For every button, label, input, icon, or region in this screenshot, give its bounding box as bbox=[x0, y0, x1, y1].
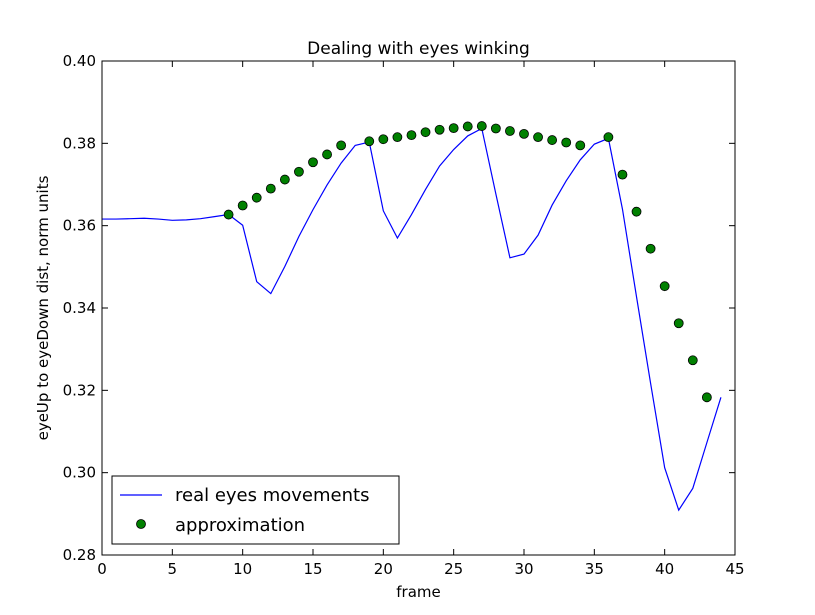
y-tick-label: 0.34 bbox=[63, 299, 96, 317]
data-point-approximation bbox=[645, 243, 656, 254]
series-line-real-eyes bbox=[102, 127, 722, 512]
data-point-approximation bbox=[476, 121, 487, 131]
data-point-approximation bbox=[294, 166, 304, 177]
data-point-approximation bbox=[505, 126, 515, 136]
data-point-approximation bbox=[392, 132, 403, 143]
legend-marker-sample bbox=[136, 519, 146, 529]
data-point-approximation bbox=[322, 149, 332, 160]
data-point-approximation bbox=[659, 281, 670, 292]
y-tick-label: 0.30 bbox=[63, 464, 96, 482]
data-point-approximation bbox=[448, 123, 459, 134]
y-tick-label: 0.28 bbox=[63, 546, 96, 564]
y-tick-label: 0.36 bbox=[63, 217, 96, 235]
legend: real eyes movements approximation bbox=[111, 475, 400, 545]
data-point-approximation bbox=[265, 183, 276, 194]
chart-title: Dealing with eyes winking bbox=[307, 39, 530, 59]
data-point-approximation bbox=[701, 392, 712, 403]
data-point-approximation bbox=[223, 209, 234, 220]
x-tick-label: 45 bbox=[725, 560, 744, 578]
data-point-approximation bbox=[251, 192, 262, 203]
data-point-approximation bbox=[364, 136, 375, 147]
data-point-approximation bbox=[336, 140, 347, 151]
x-tick-label: 0 bbox=[97, 560, 107, 578]
data-point-approximation bbox=[308, 157, 318, 168]
data-point-approximation bbox=[617, 169, 628, 180]
data-point-approximation bbox=[673, 318, 684, 329]
data-point-approximation bbox=[575, 140, 586, 151]
data-point-approximation bbox=[420, 127, 431, 138]
data-point-approximation bbox=[533, 132, 543, 143]
data-point-approximation bbox=[631, 206, 642, 217]
x-tick-label: 40 bbox=[655, 560, 674, 578]
x-tick-label: 5 bbox=[168, 560, 178, 578]
x-tick-label: 30 bbox=[514, 560, 533, 578]
x-tick-label: 25 bbox=[444, 560, 463, 578]
axis-ticks: 0 5 10 15 20 25 30 35 40 45 0.28 0.30 0.32 0.34 0.36 0.… bbox=[63, 52, 745, 578]
legend-label-approx: approximation bbox=[175, 515, 305, 536]
data-point-approximation bbox=[603, 132, 614, 143]
y-tick-label: 0.38 bbox=[63, 134, 96, 152]
data-point-approximation bbox=[237, 200, 248, 211]
y-tick-label: 0.32 bbox=[63, 381, 96, 399]
legend-label-real: real eyes movements bbox=[175, 485, 369, 506]
x-tick-label: 35 bbox=[585, 560, 604, 578]
data-point-approximation bbox=[406, 130, 417, 141]
data-point-approximation bbox=[378, 134, 389, 145]
data-point-approximation bbox=[434, 124, 445, 135]
x-tick-label: 10 bbox=[233, 560, 252, 578]
data-point-approximation bbox=[519, 128, 529, 139]
legend-box bbox=[111, 475, 400, 545]
x-tick-label: 20 bbox=[374, 560, 393, 578]
data-point-approximation bbox=[561, 137, 572, 148]
y-tick-label: 0.40 bbox=[63, 52, 96, 70]
x-axis-label: frame bbox=[396, 583, 440, 601]
plot-area bbox=[102, 121, 722, 512]
data-point-approximation bbox=[490, 123, 501, 134]
data-point-approximation bbox=[547, 135, 558, 145]
y-axis-label: eyeUp to eyeDown dist, norm units bbox=[34, 175, 52, 440]
data-point-approximation bbox=[279, 174, 290, 185]
x-tick-label: 15 bbox=[303, 560, 322, 578]
data-point-approximation bbox=[462, 121, 473, 132]
data-point-approximation bbox=[687, 355, 698, 366]
